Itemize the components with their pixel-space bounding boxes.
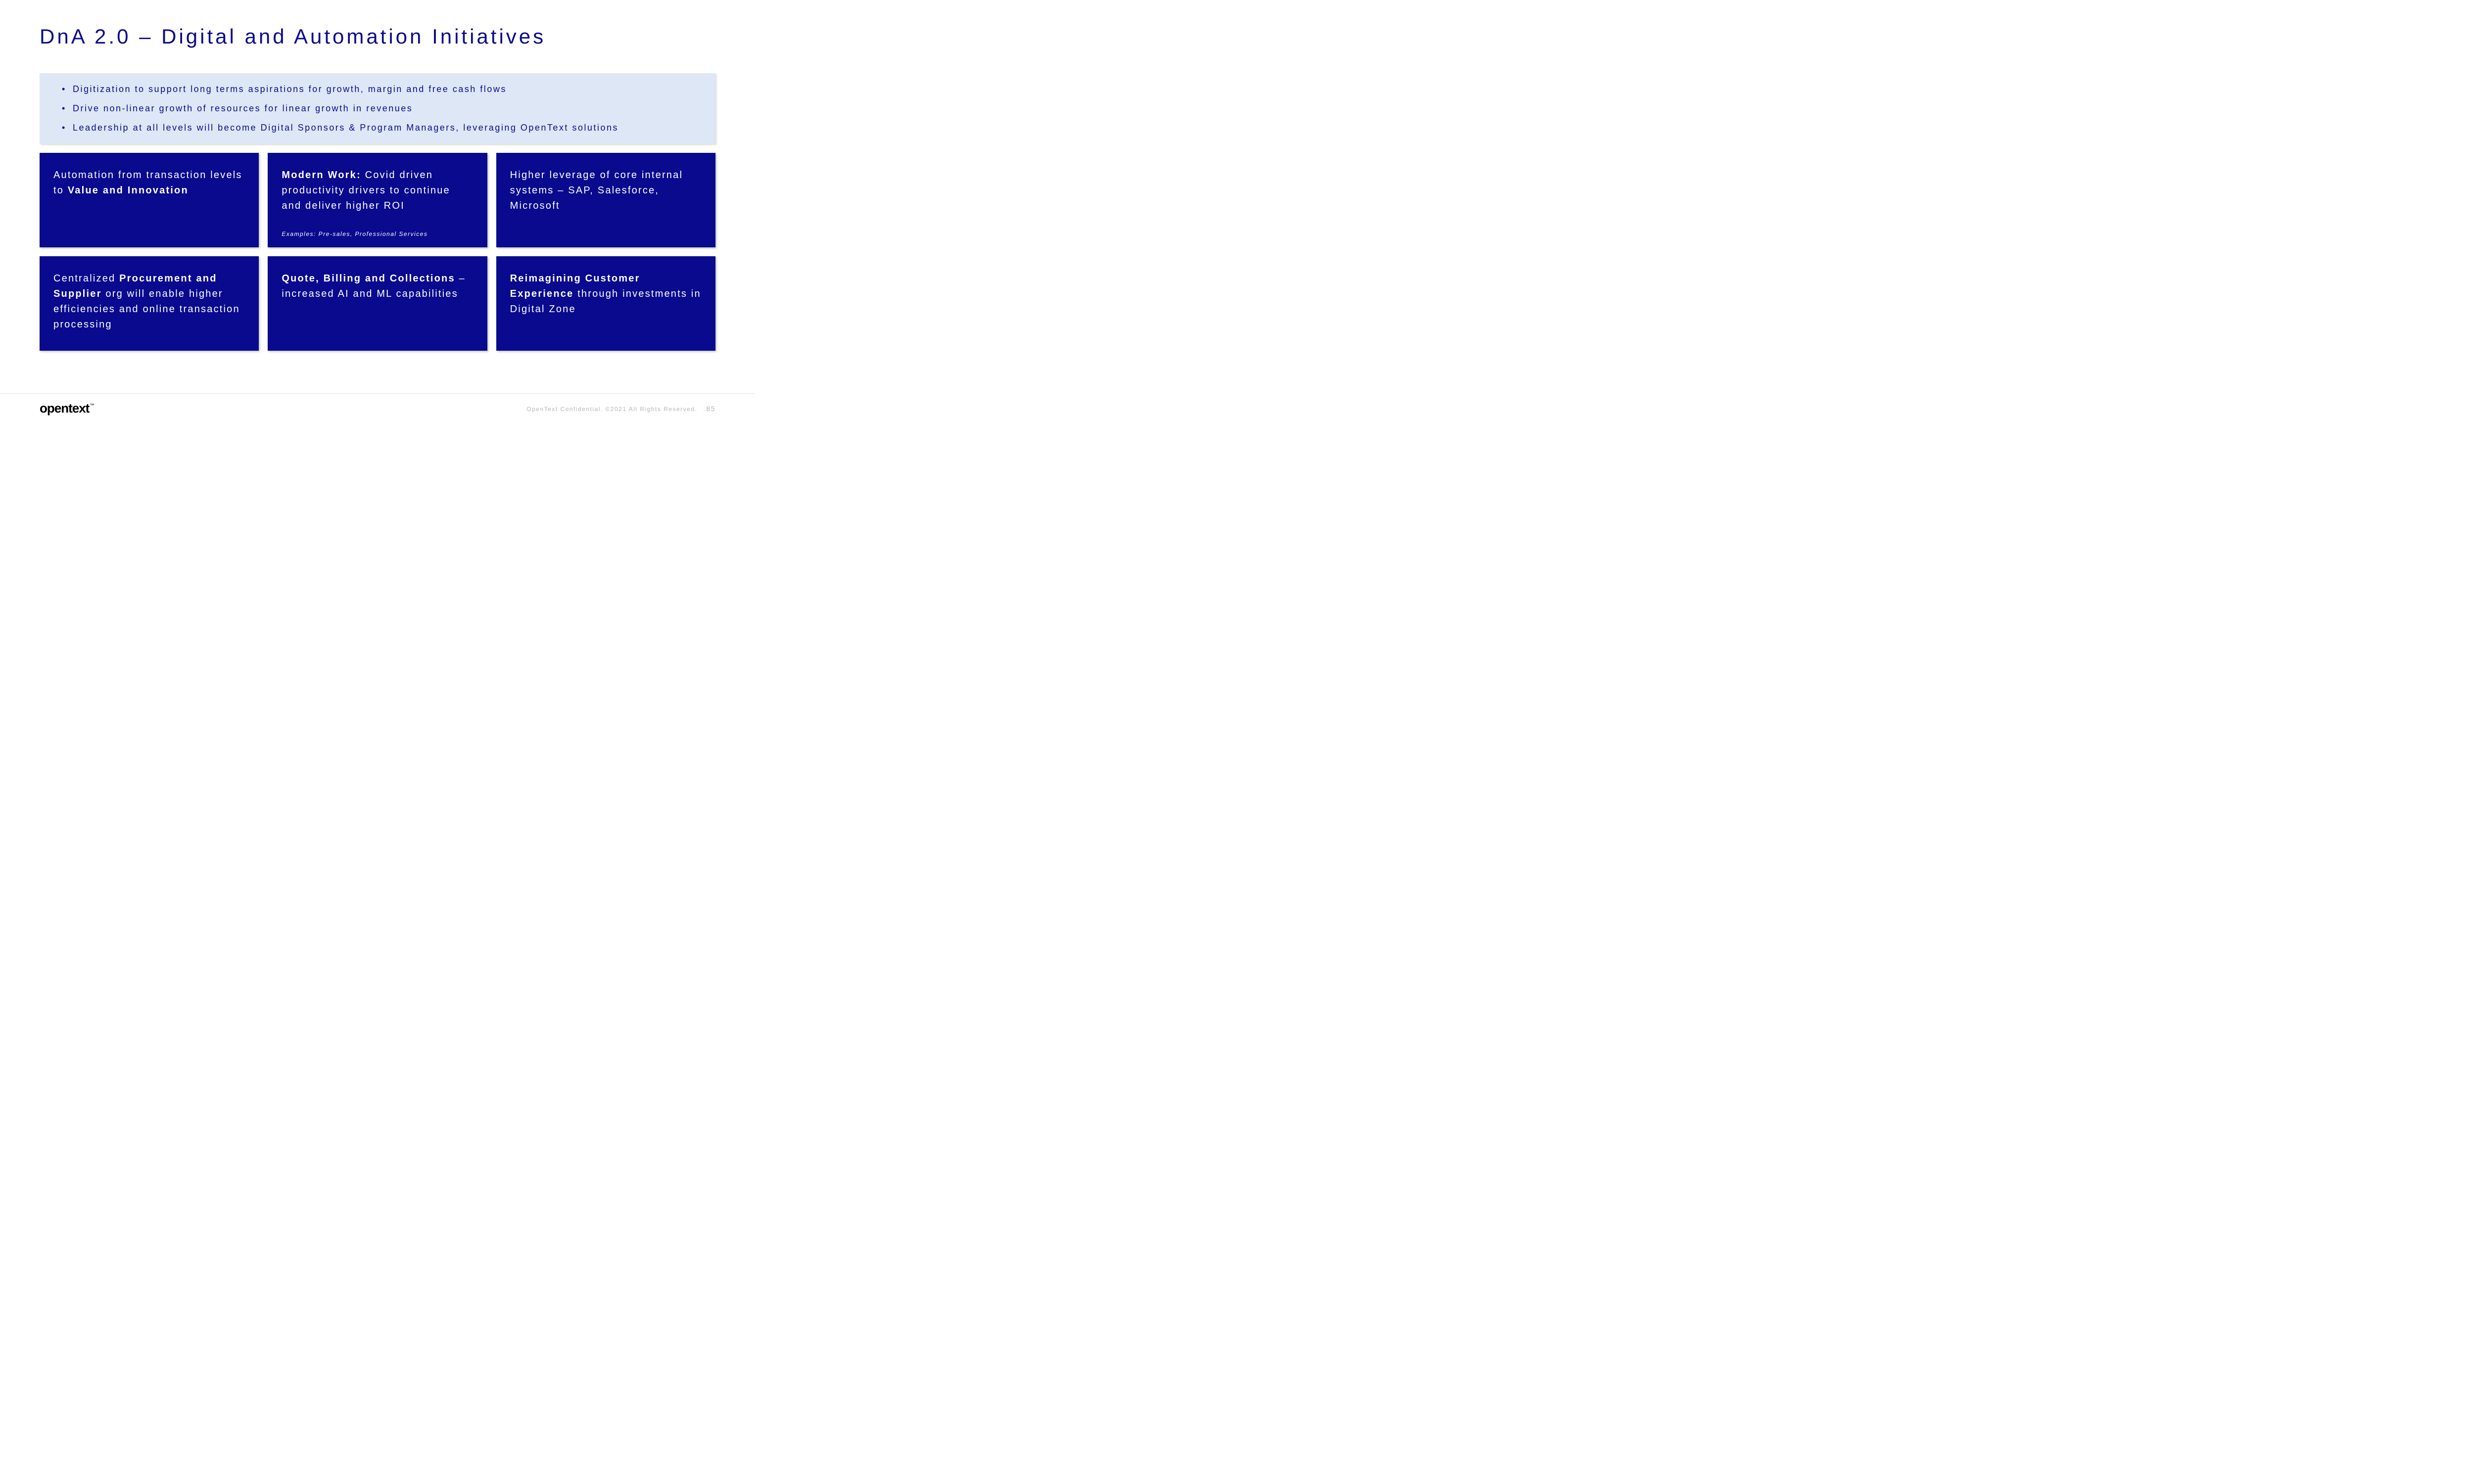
card-example: Examples: Pre-sales, Professional Servic… xyxy=(282,226,473,237)
confidential-text: OpenText Confidential. ©2021 All Rights … xyxy=(526,406,697,413)
card-body: Higher leverage of core internal systems… xyxy=(510,168,702,214)
card-automation: Automation from transaction levels to Va… xyxy=(40,153,259,247)
card-body: Modern Work: Covid driven productivity d… xyxy=(282,168,473,214)
summary-bullet: Drive non-linear growth of resources for… xyxy=(62,103,693,114)
card-body: Centralized Procurement and Supplier org… xyxy=(53,271,245,332)
card-body: Automation from transaction levels to Va… xyxy=(53,168,245,198)
card-procurement: Centralized Procurement and Supplier org… xyxy=(40,256,259,351)
card-body: Quote, Billing and Collections – increas… xyxy=(282,271,473,302)
footer: opentext OpenText Confidential. ©2021 Al… xyxy=(0,393,755,425)
summary-box: Digitization to support long terms aspir… xyxy=(40,73,715,144)
card-body: Reimagining Customer Experience through … xyxy=(510,271,702,317)
summary-bullet: Digitization to support long terms aspir… xyxy=(62,84,693,94)
card-modern-work: Modern Work: Covid driven productivity d… xyxy=(268,153,487,247)
slide-title: DnA 2.0 – Digital and Automation Initiat… xyxy=(40,25,715,48)
slide: DnA 2.0 – Digital and Automation Initiat… xyxy=(0,0,755,425)
footer-right: OpenText Confidential. ©2021 All Rights … xyxy=(526,405,715,413)
card-quote-billing: Quote, Billing and Collections – increas… xyxy=(268,256,487,351)
card-grid: Automation from transaction levels to Va… xyxy=(40,153,715,351)
summary-list: Digitization to support long terms aspir… xyxy=(62,84,693,133)
summary-bullet: Leadership at all levels will become Dig… xyxy=(62,123,693,133)
card-internal-systems: Higher leverage of core internal systems… xyxy=(496,153,715,247)
card-customer-experience: Reimagining Customer Experience through … xyxy=(496,256,715,351)
page-number: 85 xyxy=(706,405,715,413)
opentext-logo: opentext xyxy=(40,401,93,416)
